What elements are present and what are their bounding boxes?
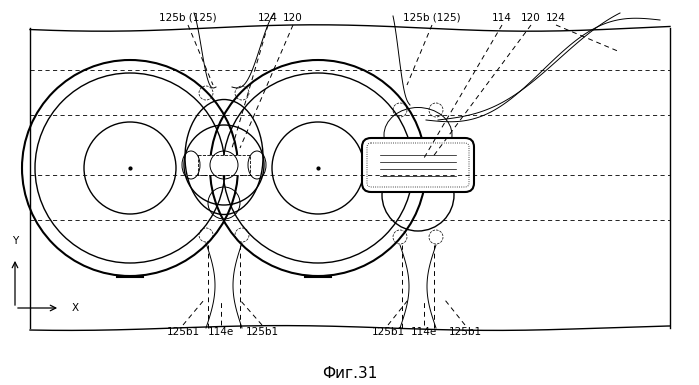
FancyBboxPatch shape [362, 138, 474, 192]
Text: Y: Y [12, 236, 18, 246]
Text: X: X [72, 303, 79, 313]
Text: 125b (125): 125b (125) [159, 13, 217, 23]
Text: 120: 120 [283, 13, 303, 23]
Text: 124: 124 [546, 13, 566, 23]
Text: 124: 124 [258, 13, 278, 23]
Text: 114: 114 [492, 13, 512, 23]
Text: 125b1: 125b1 [371, 327, 405, 337]
Text: 114e: 114e [208, 327, 234, 337]
Text: 125b (125): 125b (125) [403, 13, 461, 23]
FancyBboxPatch shape [198, 155, 250, 175]
Text: Фиг.31: Фиг.31 [322, 365, 377, 380]
Text: 120: 120 [521, 13, 541, 23]
Text: 125b1: 125b1 [245, 327, 279, 337]
Text: 114e: 114e [411, 327, 437, 337]
Text: 125b1: 125b1 [449, 327, 482, 337]
Text: 125b1: 125b1 [166, 327, 199, 337]
